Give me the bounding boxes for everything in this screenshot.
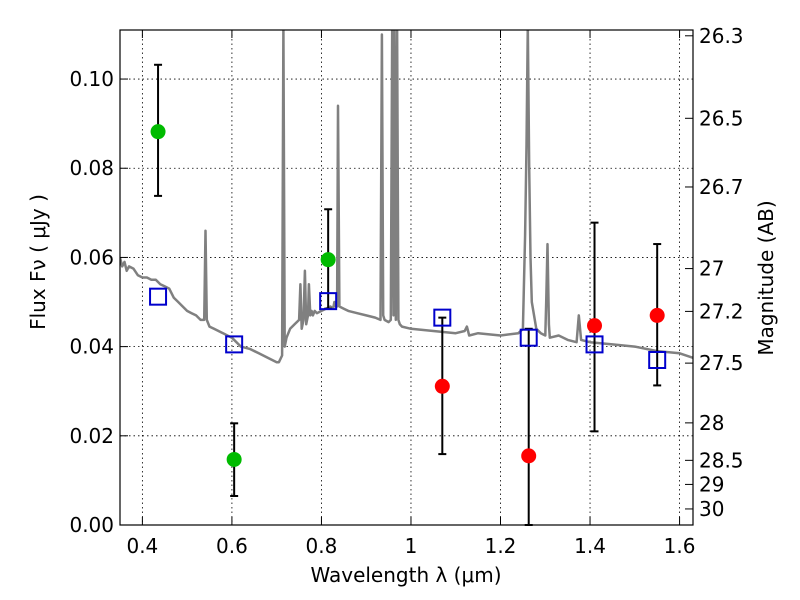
y-axis-title: Flux Fν ( μJy ) — [26, 194, 50, 330]
model-square-marker — [519, 328, 538, 347]
y-tick-label: 0.00 — [69, 513, 114, 537]
right-tick-label: 29 — [699, 472, 724, 496]
red-data-point — [649, 307, 665, 323]
right-tick-label: 26.7 — [699, 175, 744, 199]
right-tick-label: 26.3 — [699, 24, 744, 48]
right-tick-label: 27.2 — [699, 299, 744, 323]
x-tick-label: 1.6 — [664, 534, 696, 558]
model-square-marker — [149, 287, 168, 306]
right-tick-label: 30 — [699, 497, 724, 521]
y-axis-right-title: Magnitude (AB) — [754, 200, 778, 355]
green-data-point — [150, 124, 166, 140]
model-square-marker — [433, 308, 452, 327]
right-tick-label: 26.5 — [699, 106, 744, 130]
plot-frame — [119, 29, 694, 526]
right-tick-label: 27 — [699, 257, 724, 281]
green-data-point — [226, 451, 242, 467]
x-axis-title: Wavelength λ (μm) — [310, 563, 501, 587]
model-square-marker — [585, 335, 604, 354]
x-tick-label: 1 — [405, 534, 418, 558]
y-tick-label: 0.02 — [69, 424, 114, 448]
axis-ticks: 0.4 0.6 0.8 1 1.2 1.4 1.6 0.00 0.02 0.04 0.06 0.08 0… — [69, 24, 743, 558]
red-data-point — [587, 318, 603, 334]
x-tick-label: 0.6 — [216, 534, 248, 558]
grid-lines — [120, 30, 693, 526]
y-tick-label: 0.06 — [69, 245, 114, 269]
red-data-point — [521, 448, 537, 464]
y-tick-label: 0.10 — [69, 67, 114, 91]
y-tick-label: 0.08 — [69, 156, 114, 180]
right-tick-label: 27.5 — [699, 351, 744, 375]
data-marks — [149, 63, 667, 526]
x-tick-label: 0.4 — [126, 534, 158, 558]
x-tick-label: 0.8 — [306, 534, 338, 558]
x-tick-label: 1.2 — [485, 534, 517, 558]
red-data-point — [434, 378, 450, 394]
right-tick-label: 28.5 — [699, 448, 744, 472]
model-square-marker — [319, 292, 338, 311]
green-data-point — [320, 252, 336, 268]
model-square-marker — [225, 335, 244, 354]
model-square-marker — [648, 351, 667, 369]
x-tick-label: 1.4 — [574, 534, 606, 558]
right-tick-label: 28 — [699, 411, 724, 435]
y-tick-label: 0.04 — [69, 335, 114, 359]
